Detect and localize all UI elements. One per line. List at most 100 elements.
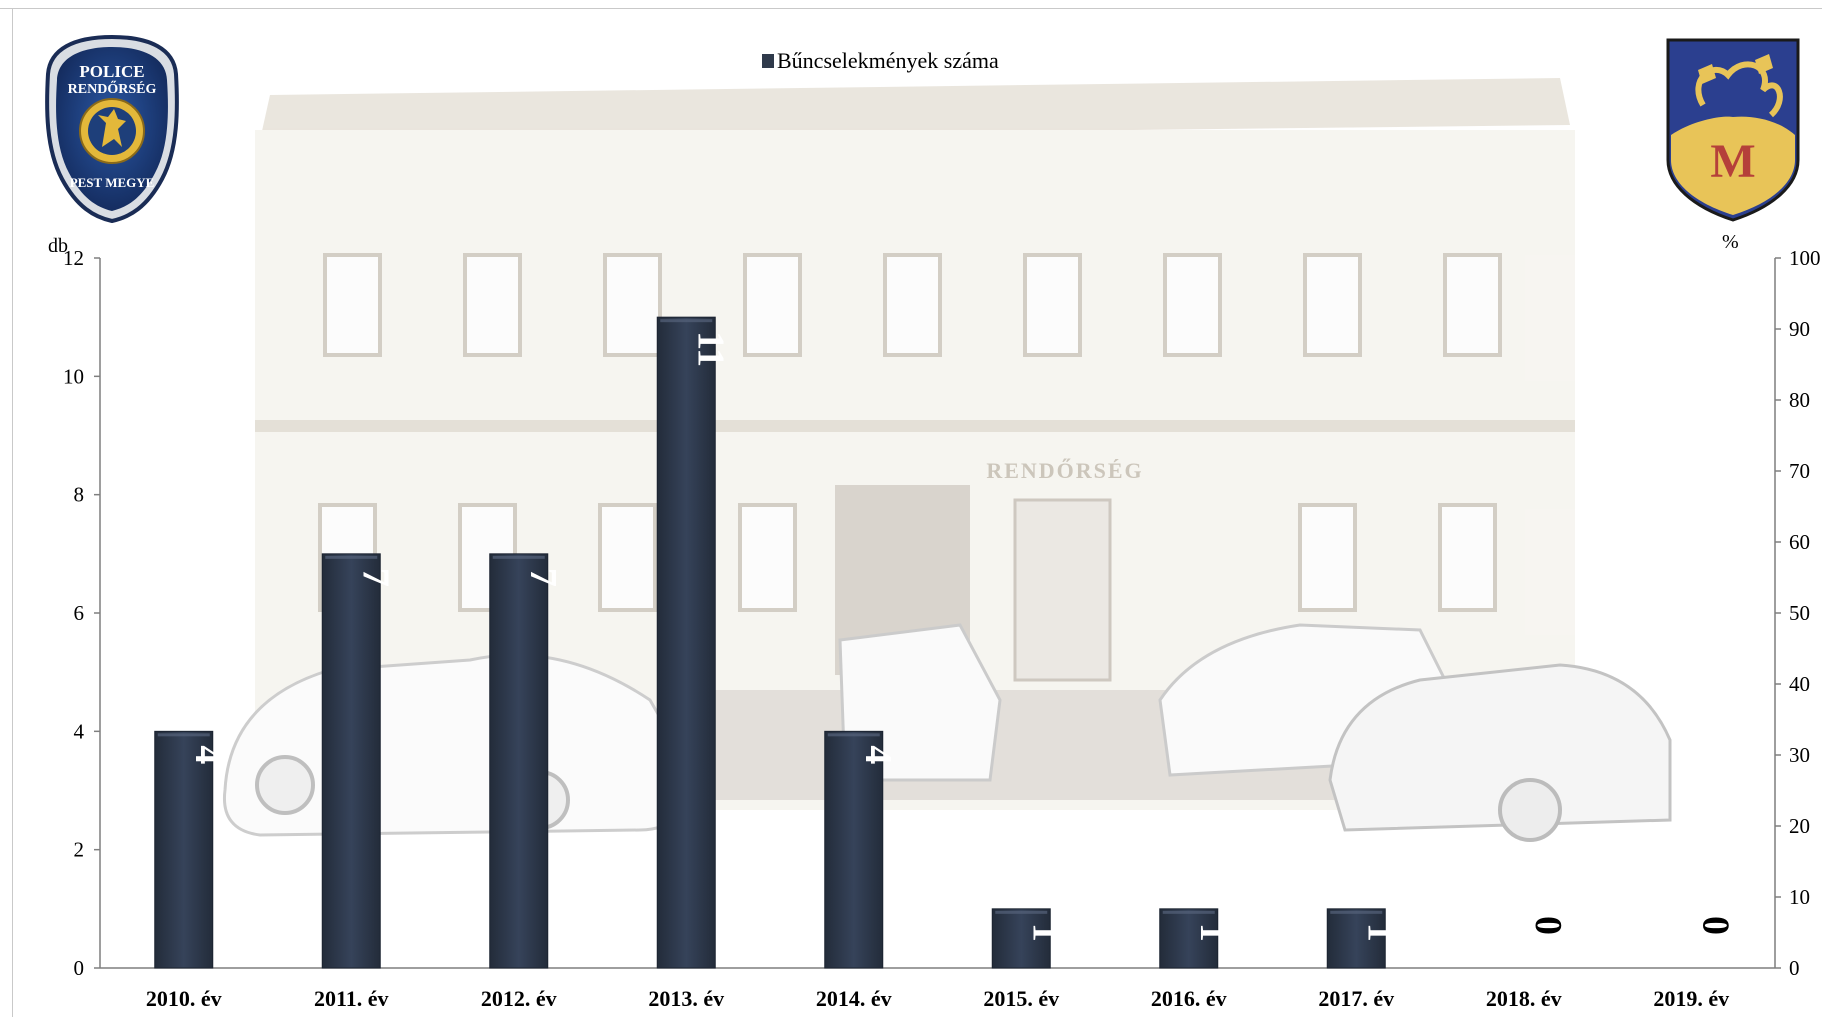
y-tick-label: 2 [74,838,85,862]
x-tick-label: 2012. év [481,986,557,1011]
police-badge-logo: POLICE RENDŐRSÉG PEST MEGYE [45,34,179,224]
y2-tick-label: 20 [1789,814,1810,838]
x-tick-label: 2016. év [1151,986,1227,1011]
y-axis-left-ticks: 0 2 4 6 8 10 12 [63,246,100,980]
x-tick-label: 2014. év [816,986,892,1011]
police-building-background: RENDŐRSÉG [222,78,1672,842]
y2-tick-label: 80 [1789,388,1810,412]
y2-tick-label: 0 [1789,956,1800,980]
y2-tick-label: 50 [1789,601,1810,625]
y-tick-label: 4 [74,719,85,743]
badge-bottom-text: PEST MEGYE [70,175,155,190]
window [1438,503,1497,612]
window [463,253,522,357]
x-tick-label: 2018. év [1486,986,1562,1011]
y2-tick-label: 60 [1789,530,1810,554]
data-label: 1 [1024,923,1066,942]
data-label: 7 [522,568,564,587]
crest-letter: M [1710,135,1755,188]
y2-tick-label: 30 [1789,743,1810,767]
building-sign-text: RENDŐRSÉG [986,458,1143,483]
y-tick-label: 8 [74,483,85,507]
window [1303,253,1362,357]
window [1443,253,1502,357]
window [603,253,662,357]
lion-icon [98,109,126,147]
bar [824,730,884,969]
bar [154,730,214,969]
frame-top-border [0,8,1822,9]
badge-middle-text: RENDŐRSÉG [68,80,157,97]
bar-highlight [995,910,1048,914]
y-tick-label: 0 [74,956,85,980]
civil-car-right [1328,663,1672,832]
x-tick-label: 2019. év [1653,986,1729,1011]
crest-gold-field [1671,116,1795,215]
data-label: 4 [857,745,899,764]
bar-highlight [1330,910,1383,914]
window [883,253,942,357]
x-tick-label: 2017. év [1318,986,1394,1011]
car-wheel [1498,778,1562,842]
x-tick-label: 2013. év [648,986,724,1011]
x-tick-label: 2010. év [146,986,222,1011]
bar [1326,908,1386,969]
window [323,253,382,357]
y-axis-right-title: % [1722,231,1739,253]
car-wheel [255,755,315,815]
bar-highlight [492,555,545,559]
y2-tick-label: 90 [1789,317,1810,341]
x-tick-label: 2015. év [983,986,1059,1011]
entrance-door [1013,498,1112,682]
y-axis-left-title: db [48,235,68,257]
x-axis-ticks: 2010. év 2011. év 2012. év 2013. év 2014. év… [146,986,1729,1011]
window [1298,503,1357,612]
window [743,253,802,357]
y2-tick-label: 40 [1789,672,1810,696]
bar-highlight [827,733,880,737]
bar-highlight [325,555,378,559]
building-cornice [255,420,1575,432]
upper-windows [323,253,1502,357]
bar-highlight [1162,910,1215,914]
frame-left-border [12,8,13,1017]
data-label: 0 [1694,916,1736,935]
grape-leaf-icon [1755,54,1773,74]
grape-leaf-icon [1698,64,1716,84]
y2-tick-label: 100 [1789,246,1821,270]
bar [489,553,549,969]
x-tick-label: 2011. év [314,986,389,1011]
legend-swatch [762,54,774,68]
y-tick-label: 10 [63,364,84,388]
legend-label: Bűncselekmények száma [777,48,999,73]
bar [656,316,716,969]
data-label: 4 [187,745,229,764]
bar [1159,908,1219,969]
window [598,503,657,612]
data-label: 11 [689,331,731,367]
bar [321,553,381,969]
data-label: 7 [354,568,396,587]
y-tick-label: 6 [74,601,85,625]
y2-tick-label: 70 [1789,459,1810,483]
window [1163,253,1222,357]
y2-tick-label: 10 [1789,885,1810,909]
legend: Bűncselekmények száma [762,48,999,73]
badge-top-text: POLICE [79,62,144,81]
y-tick-label: 12 [63,246,84,270]
bar [991,908,1051,969]
data-label: 0 [1527,916,1569,935]
town-crest-logo: M [1666,38,1800,222]
data-label: 1 [1359,923,1401,942]
y-axis-right-ticks: 0 10 20 30 40 50 60 70 80 90 100 [1775,246,1821,980]
window [738,503,797,612]
bar-highlight [157,733,210,737]
window [1023,253,1082,357]
data-label: 1 [1192,923,1234,942]
bar-highlight [660,319,713,323]
building-roof [260,78,1570,140]
